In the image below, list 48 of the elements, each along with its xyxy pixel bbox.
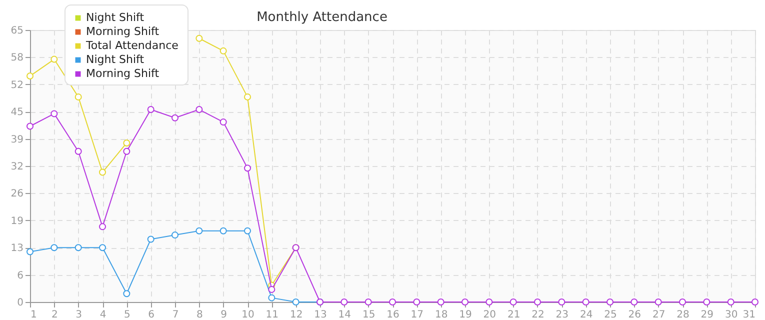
x-tick-label: 27 bbox=[652, 310, 666, 320]
x-tick-label: 8 bbox=[196, 310, 203, 320]
x-tick-label: 11 bbox=[266, 310, 279, 320]
x-tick-label: 22 bbox=[532, 310, 544, 320]
legend-label: Night Shift bbox=[86, 53, 145, 66]
y-tick-label: 6 bbox=[17, 270, 24, 282]
x-tick-label: 6 bbox=[148, 310, 155, 320]
y-tick-label: 58 bbox=[10, 52, 24, 64]
y-tick-label: 26 bbox=[10, 188, 24, 200]
y-tick-label: 39 bbox=[10, 134, 24, 146]
x-tick-label: 10 bbox=[242, 310, 254, 320]
x-tick-label: 23 bbox=[556, 310, 569, 320]
y-tick-label: 19 bbox=[10, 216, 24, 227]
x-tick-label: 20 bbox=[483, 310, 496, 320]
x-tick-label: 5 bbox=[124, 310, 130, 320]
x-tick-label: 30 bbox=[724, 310, 738, 320]
y-tick-label: 65 bbox=[10, 26, 24, 36]
legend-label: Night Shift bbox=[86, 11, 145, 24]
x-tick-label: 31 bbox=[742, 310, 756, 320]
x-tick-label: 12 bbox=[290, 310, 303, 320]
chart-title: Monthly Attendance bbox=[256, 10, 388, 25]
y-tick-label: 32 bbox=[10, 162, 24, 172]
x-tick-label: 4 bbox=[100, 310, 106, 320]
x-tick-label: 7 bbox=[172, 310, 179, 320]
x-tick-label: 15 bbox=[362, 310, 376, 320]
legend-label: Morning Shift bbox=[86, 25, 160, 38]
x-tick-label: 18 bbox=[434, 310, 448, 320]
x-tick-label: 25 bbox=[604, 310, 617, 320]
x-tick-label: 14 bbox=[338, 310, 352, 320]
x-tick-label: 29 bbox=[700, 310, 714, 320]
x-tick-label: 16 bbox=[386, 310, 400, 320]
x-tick-label: 28 bbox=[676, 310, 690, 320]
x-tick-label: 21 bbox=[507, 310, 520, 320]
y-tick-label: 13 bbox=[10, 243, 24, 254]
x-tick-label: 24 bbox=[580, 310, 593, 320]
x-tick-label: 19 bbox=[459, 310, 472, 320]
x-tick-label: 1 bbox=[30, 310, 37, 320]
x-tick-label: 17 bbox=[410, 310, 424, 320]
x-tick-label: 3 bbox=[76, 310, 82, 320]
x-tick-label: 9 bbox=[220, 310, 228, 320]
x-tick-label: 2 bbox=[51, 310, 58, 320]
legend-label: Morning Shift bbox=[86, 67, 160, 80]
x-tick-label: 13 bbox=[314, 310, 327, 320]
legend-label: Total Attendance bbox=[85, 39, 179, 52]
y-tick-label: 0 bbox=[17, 298, 24, 308]
y-tick-label: 45 bbox=[10, 107, 24, 118]
x-tick-label: 26 bbox=[628, 310, 642, 320]
y-tick-label: 52 bbox=[10, 80, 24, 91]
